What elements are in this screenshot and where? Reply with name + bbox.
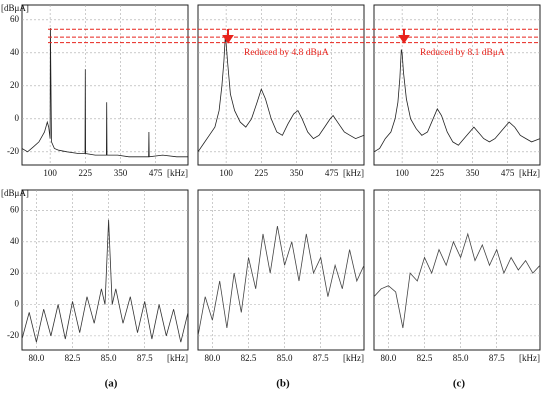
x-tick-label: 80.0	[381, 353, 397, 363]
spectrum-line	[373, 232, 541, 329]
y-tick-label: 20	[10, 80, 20, 90]
annotation: Reduced by 8.1 dBμA	[420, 48, 505, 58]
x-tick-label: 350	[114, 168, 128, 178]
spectrum-line	[21, 219, 189, 343]
plot-frame	[197, 189, 365, 351]
x-axis-label: [kHz]	[519, 168, 540, 178]
x-tick-label: 225	[79, 168, 93, 178]
x-axis-label: [kHz]	[167, 353, 188, 363]
y-tick-label: 40	[10, 236, 20, 246]
caption: (b)	[276, 378, 290, 390]
x-tick-label: 87.5	[489, 353, 505, 363]
x-tick-label: 350	[466, 168, 480, 178]
x-axis-label: [kHz]	[167, 168, 188, 178]
x-axis-label: [kHz]	[519, 353, 540, 363]
x-axis-label: [kHz]	[343, 353, 364, 363]
plot-frame	[373, 4, 541, 166]
x-tick-label: 85.0	[453, 353, 469, 363]
caption: (c)	[453, 378, 466, 390]
plot-frame	[373, 189, 541, 351]
y-axis-label: [dBμA]	[1, 3, 29, 13]
annotation: Reduced by 4.8 dBμA	[244, 48, 329, 58]
x-tick-label: 82.5	[417, 353, 433, 363]
caption: (a)	[105, 378, 118, 390]
x-tick-label: 87.5	[137, 353, 153, 363]
plot-frame	[21, 189, 189, 351]
x-tick-label: 350	[290, 168, 304, 178]
x-axis-label: [kHz]	[343, 168, 364, 178]
spectrum-line	[197, 36, 365, 153]
spectrum-line	[21, 28, 188, 158]
arrow	[398, 29, 410, 44]
x-tick-label: 100	[219, 168, 233, 178]
x-tick-label: 82.5	[241, 353, 257, 363]
x-tick-label: 225	[431, 168, 445, 178]
x-tick-label: 225	[255, 168, 269, 178]
y-tick-label: 20	[10, 267, 20, 277]
x-tick-label: 475	[325, 168, 339, 178]
arrow	[222, 29, 234, 44]
x-tick-label: 82.5	[65, 353, 81, 363]
x-tick-label: 80.0	[29, 353, 45, 363]
y-tick-label: 60	[10, 14, 20, 24]
x-tick-label: 85.0	[277, 353, 293, 363]
x-tick-label: 100	[43, 168, 57, 178]
spectrum-line	[373, 49, 541, 153]
x-tick-label: 85.0	[101, 353, 117, 363]
x-tick-label: 87.5	[313, 353, 329, 363]
x-tick-label: 80.0	[205, 353, 221, 363]
x-tick-label: 475	[501, 168, 515, 178]
y-tick-label: 60	[10, 204, 20, 214]
spectrum-line	[197, 226, 365, 336]
x-tick-label: 475	[149, 168, 163, 178]
y-tick-label: 0	[15, 299, 20, 309]
y-tick-label: 0	[15, 113, 20, 123]
y-tick-label: -20	[7, 330, 19, 340]
x-tick-label: 100	[395, 168, 409, 178]
y-tick-label: 40	[10, 47, 20, 57]
y-tick-label: -20	[7, 146, 19, 156]
plot-frame	[197, 4, 365, 166]
y-axis-label: [dBμA]	[1, 188, 29, 198]
